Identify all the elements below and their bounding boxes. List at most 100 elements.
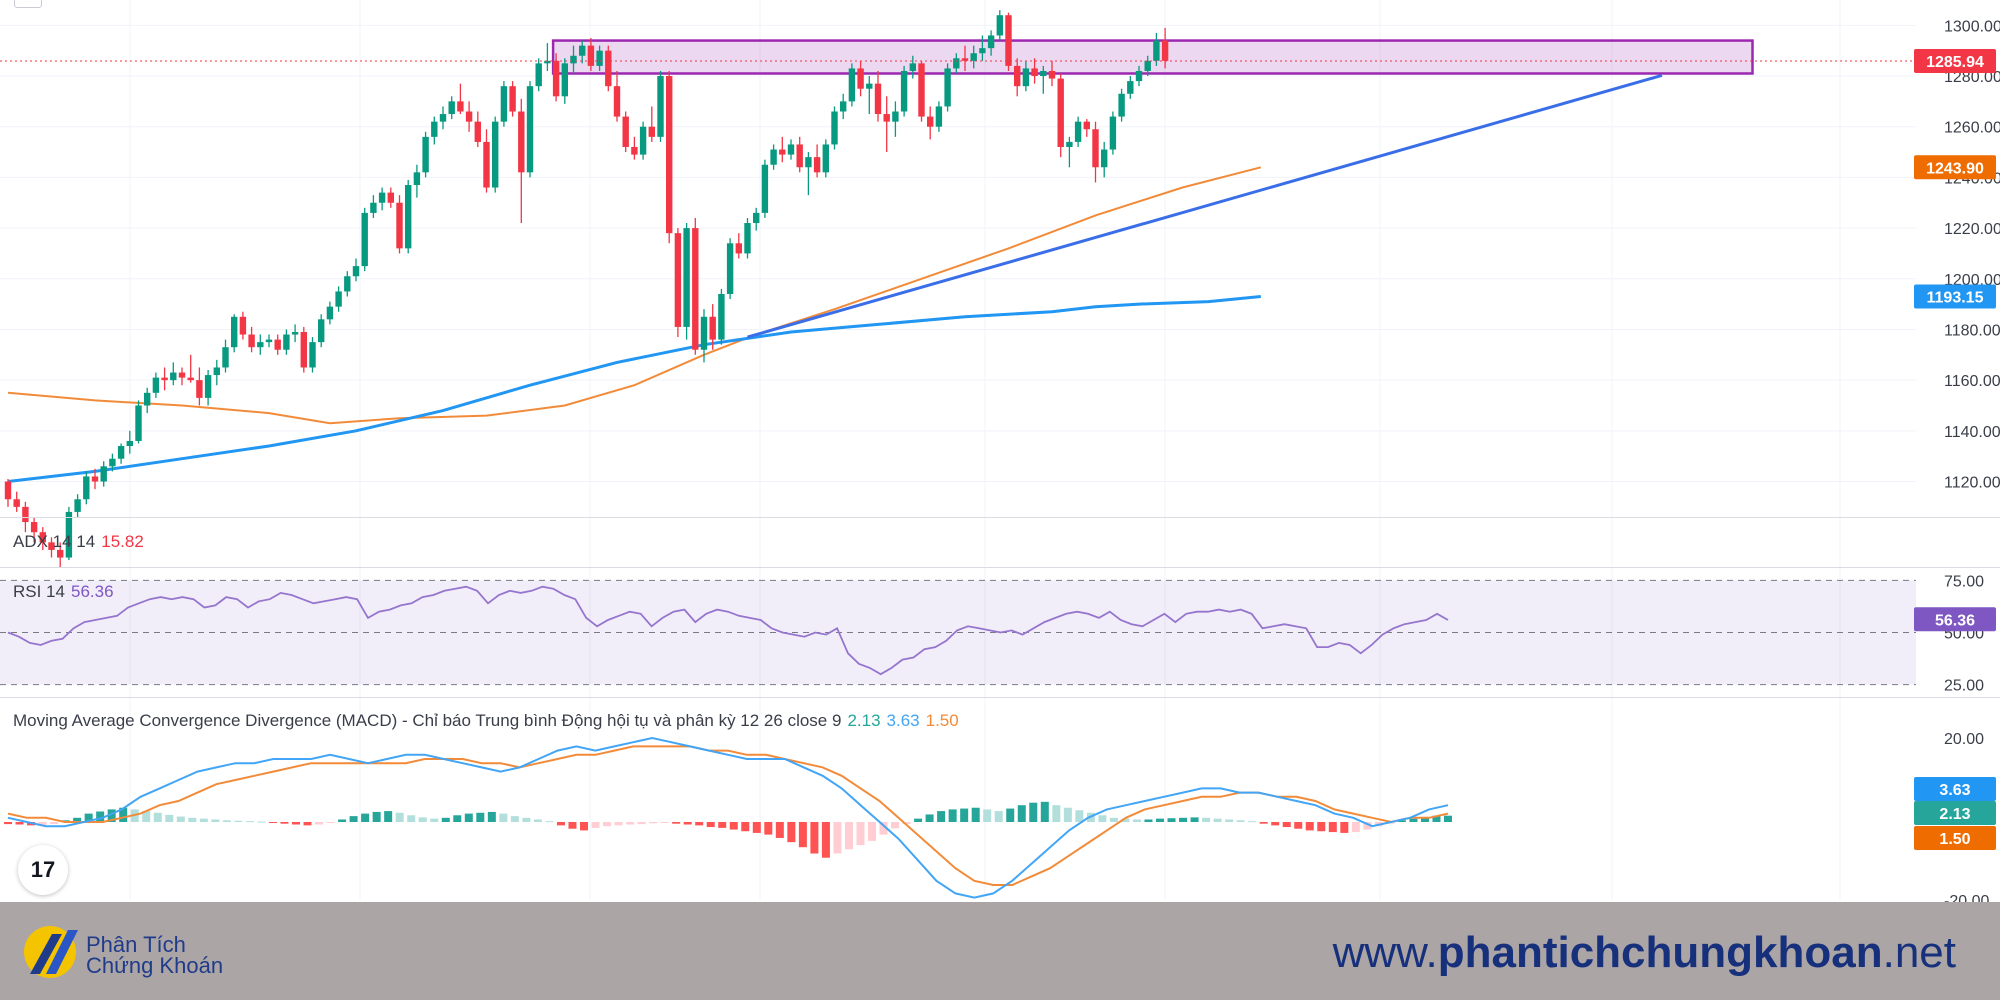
site-url-suffix: .net [1882,928,1956,977]
macd-histogram-bar [165,814,174,822]
candle-body [248,334,255,348]
macd-histogram-bar [810,822,819,854]
candle-body [1135,70,1143,82]
candle-body [1040,70,1047,77]
macd-histogram-bar [752,822,761,833]
candle-body [1057,78,1064,147]
candle-body [900,70,908,112]
macd-histogram-bar [107,809,116,822]
candle-body [413,172,421,186]
macd-histogram-bar [683,822,692,825]
candle-body [405,185,412,249]
rsi-axis-tick-label: 25.00 [1944,678,1984,695]
ma-blue-tag-bg [1914,284,1996,309]
macd-histogram-bar [84,813,93,822]
macd-histogram-bar [1132,819,1141,822]
macd-histogram-bar [1282,822,1291,828]
macd-histogram-bar [153,812,162,822]
price-axis-tick-label: 1220.00 [1944,221,2000,238]
chart-corner-button[interactable] [14,0,42,8]
ma-blue-tag: 1193.15 [1927,290,1984,307]
macd-histogram-bar [1294,822,1303,829]
candle-body [91,476,99,482]
candle-body [13,499,20,507]
macd-histogram-bar [1040,801,1049,822]
macd-histogram-bar [222,820,231,822]
tradingview-logo[interactable]: 17 [18,845,68,895]
candle-body [326,306,334,320]
candle-body [657,76,664,137]
candle-body [39,532,46,543]
candle-body [361,212,368,267]
candle-body [448,101,455,115]
macd-histogram-bar [510,816,519,822]
candle-body [65,511,73,558]
macd-value: 2.13 [847,711,881,730]
site-url[interactable]: www.phantichchungkhoan.net [1333,928,1956,978]
macd-histogram-bar [1213,818,1222,822]
rsi-legend[interactable]: RSI 14 56.36 [13,582,120,602]
candle-body [927,116,934,127]
macd-histogram-bar [315,822,324,825]
macd-histogram-bar [4,822,12,825]
candle-body [935,106,943,127]
macd-hist-value: 1.50 [925,711,959,730]
macd-histogram-bar [245,821,254,823]
macd-histogram-bar [948,809,957,822]
macd-histogram-bar [1029,802,1038,822]
candle-body [231,316,238,348]
rsi-axis-tick-label: 75.00 [1944,573,1984,590]
macd-histogram-bar [1248,821,1257,823]
macd-histogram-bar [176,816,185,822]
candle-body [239,316,247,335]
macd-histogram-bar [983,809,992,822]
macd-histogram-bar [96,811,105,822]
candle-body [509,86,516,112]
candle-body [213,367,220,376]
macd-histogram-bar [464,813,473,822]
candle-body [465,111,473,122]
candle-body [30,522,38,533]
macd-histogram-bar [73,817,82,822]
macd-histogram-bar [660,822,669,823]
candle-body [257,342,264,348]
resistance-zone [551,39,1754,75]
candle-body [648,126,655,137]
price-axis-tick-label: 1300.00 [1944,18,2000,35]
macd-histogram-bar [487,811,496,822]
candle-body [579,45,586,56]
candle-body [1144,60,1151,71]
adx-legend[interactable]: ADX 14 14 15.82 [13,532,150,552]
macd-histogram-bar [234,820,243,822]
macd-histogram-bar [844,822,853,850]
macd-histogram-bar [821,822,830,858]
macd-legend[interactable]: Moving Average Convergence Divergence (M… [13,711,965,731]
macd-histogram-bar [199,818,208,822]
macd-histogram-bar [741,822,750,832]
candle-body [587,45,595,66]
macd-histogram-bar [142,811,151,822]
macd-histogram-bar [1225,819,1234,822]
macd-histogram-bar [718,822,727,828]
macd-histogram-bar [603,822,612,827]
candle-body [613,86,621,117]
macd-histogram-bar [395,812,404,822]
candle-body [83,476,90,500]
macd-signal-value: 3.63 [886,711,920,730]
candle-body [457,101,464,112]
macd-value-tag-bg [1914,777,1996,801]
trendline [747,73,1663,339]
candle-body [431,121,438,137]
macd-histogram-bar [1305,822,1314,831]
brand-footer: Phân Tích Chứng Khoán www.phantichchungk… [0,902,2000,1000]
rsi-line [7,585,1449,676]
macd-histogram-bar [50,822,59,825]
candle-body [709,316,716,340]
candle-body [1101,149,1108,168]
candle-body [700,316,708,350]
candle-body [892,111,899,122]
candle-body [805,157,812,168]
macd-histogram-bar [1190,817,1199,822]
candle-body [1048,70,1056,79]
